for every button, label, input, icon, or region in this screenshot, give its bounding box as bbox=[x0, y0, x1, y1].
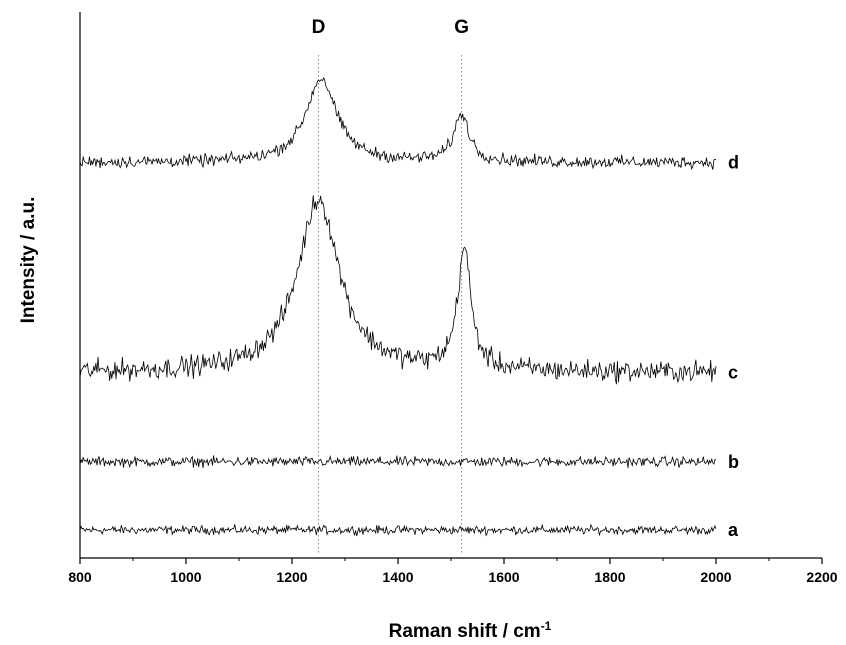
x-tick-label: 1000 bbox=[170, 569, 201, 585]
y-axis-title: Intensity / a.u. bbox=[18, 197, 39, 324]
x-ticks: 800 1000 1200 1400 1600 1800 2000 2200 bbox=[68, 558, 838, 585]
series-label-b: b bbox=[728, 452, 739, 472]
spectrum-line-a bbox=[79, 523, 717, 537]
series-label-d: d bbox=[728, 153, 739, 173]
peak-label-g: G bbox=[454, 17, 469, 38]
x-tick-label: 1200 bbox=[276, 569, 307, 585]
spectrum-line-c bbox=[79, 195, 717, 385]
series-label-a: a bbox=[728, 520, 739, 540]
peak-label-d: D bbox=[312, 17, 326, 38]
spectrum-line-d bbox=[79, 76, 717, 170]
x-tick-label: 2200 bbox=[806, 569, 837, 585]
spectrum-line-b bbox=[79, 454, 717, 469]
series-group: a b c d bbox=[79, 76, 739, 540]
x-tick-label: 2000 bbox=[700, 569, 731, 585]
x-tick-label: 800 bbox=[68, 569, 92, 585]
x-tick-label: 1600 bbox=[488, 569, 519, 585]
axes bbox=[79, 12, 822, 559]
x-axis-title: Raman shift / cm-1 bbox=[389, 619, 552, 642]
series-label-c: c bbox=[728, 363, 738, 383]
x-axis-title-superscript: -1 bbox=[541, 619, 552, 633]
x-tick-label: 1800 bbox=[594, 569, 625, 585]
x-tick-label: 1400 bbox=[382, 569, 413, 585]
